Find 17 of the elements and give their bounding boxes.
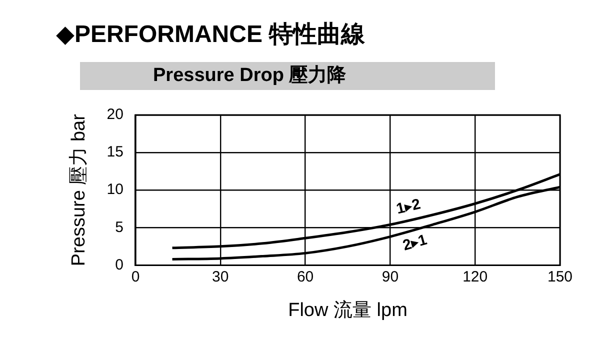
x-tick-label: 90 — [382, 268, 399, 286]
x-tick-label: 150 — [547, 268, 573, 286]
y-tick-label: 10 — [106, 181, 124, 198]
x-tick-label: 60 — [296, 268, 314, 286]
y-tick-label: 15 — [106, 144, 124, 161]
x-tick-label: 0 — [131, 268, 140, 286]
y-axis-title: Pressure 壓力 bar — [68, 113, 90, 266]
y-tick-label: 5 — [115, 218, 124, 236]
text: 2▸1 — [400, 231, 429, 254]
chart-title: ◆PERFORMANCE 特性曲線 — [56, 20, 366, 50]
y-tick-label: 20 — [106, 106, 124, 124]
x-tick-label: 30 — [212, 268, 229, 286]
x-axis-title: Flow 流量 lpm — [288, 298, 408, 321]
y-tick-label: 0 — [115, 256, 124, 274]
x-tick-label: 120 — [462, 268, 488, 286]
chart-subtitle: Pressure Drop 壓力降 — [80, 62, 495, 90]
text: 1▸2 — [394, 196, 422, 218]
